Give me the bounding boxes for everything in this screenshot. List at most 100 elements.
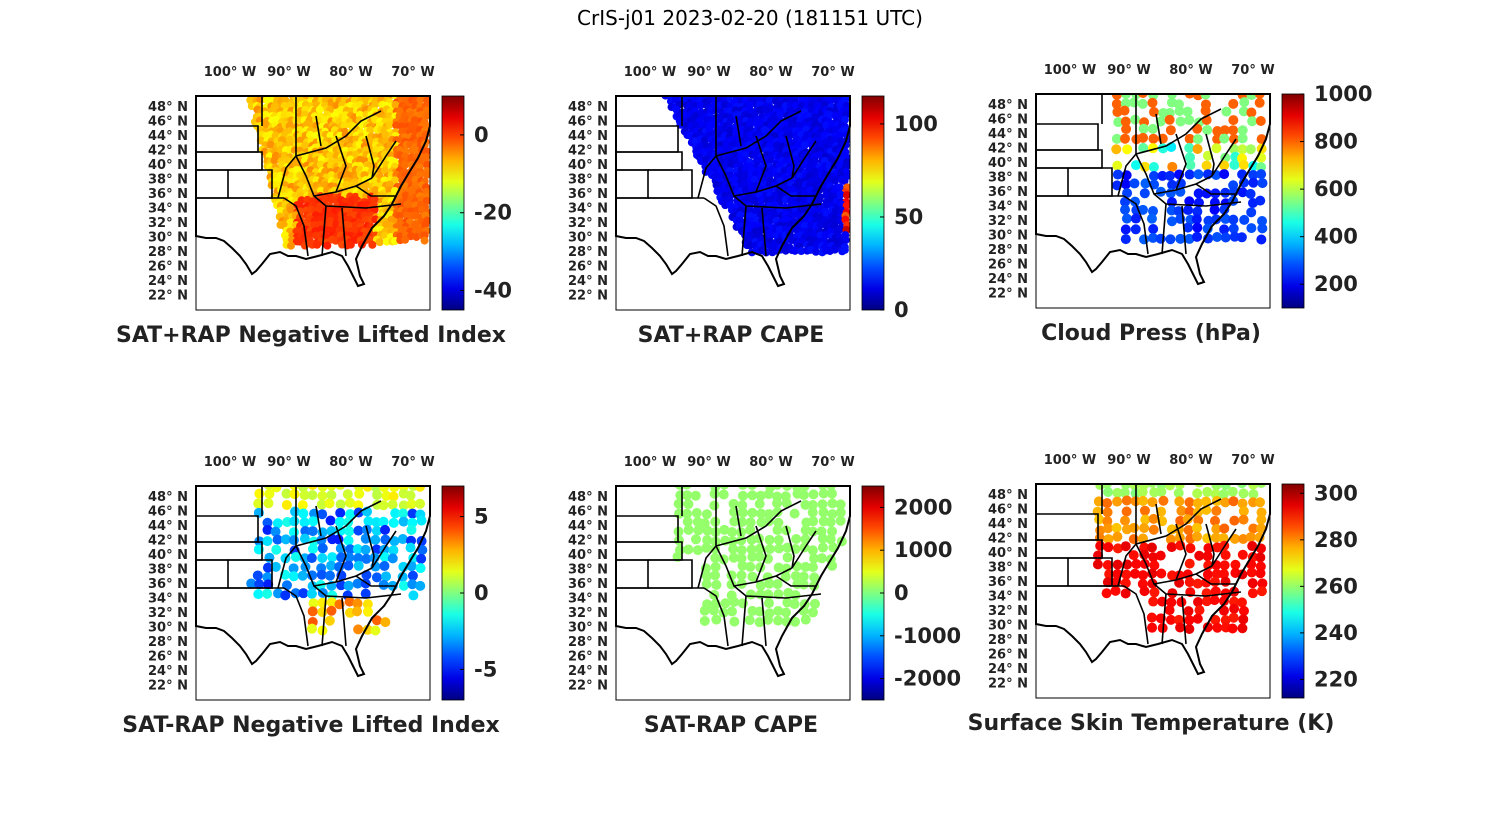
obs-dot <box>741 185 750 194</box>
lon-label: 70° W <box>391 65 434 80</box>
obs-dot <box>1184 615 1195 626</box>
obs-dot <box>379 560 390 571</box>
obs-dot <box>415 580 426 591</box>
obs-dot <box>1238 106 1249 117</box>
colorbar-tick-label: 300 <box>1314 481 1358 505</box>
map-frame <box>1035 483 1271 699</box>
state-border <box>313 567 373 587</box>
obs-dot <box>307 606 318 617</box>
obs-dot <box>1137 204 1148 215</box>
lon-label: 80° W <box>1169 63 1212 78</box>
obs-dot <box>1112 531 1123 542</box>
obs-dot <box>835 225 844 234</box>
colorbar-tick-label: 0 <box>474 581 489 605</box>
obs-dot <box>796 121 805 130</box>
obs-dot <box>806 186 815 195</box>
obs-dot <box>763 598 774 609</box>
obs-dot <box>745 517 756 528</box>
obs-dot <box>1148 133 1159 144</box>
state-border <box>741 595 747 647</box>
state-border <box>335 135 347 193</box>
obs-dot <box>791 533 802 544</box>
colorbar-tick-label: 100 <box>894 112 938 136</box>
obs-dot <box>1140 514 1151 525</box>
obs-dot <box>818 488 829 499</box>
obs-dot <box>1112 496 1123 507</box>
obs-dot <box>1110 585 1121 596</box>
obs-dot <box>1212 622 1223 633</box>
obs-dot <box>785 131 794 140</box>
obs-dot <box>1148 524 1159 535</box>
obs-dot <box>1164 114 1175 125</box>
obs-dot <box>308 598 319 609</box>
state-border <box>775 185 816 197</box>
obs-dot <box>1220 615 1231 626</box>
obs-dot <box>747 507 758 518</box>
obs-dot <box>1174 484 1185 490</box>
lon-label: 90° W <box>687 455 730 470</box>
colorbar-tick-label: 0 <box>894 581 909 605</box>
obs-dot <box>1194 550 1205 561</box>
obs-dot <box>840 245 849 254</box>
obs-dot <box>747 571 758 582</box>
obs-dot <box>766 231 775 240</box>
lon-label: 90° W <box>267 65 310 80</box>
state-border <box>283 587 309 647</box>
obs-dot <box>1139 188 1150 199</box>
state-border <box>321 205 327 257</box>
obs-dot <box>385 180 394 189</box>
obs-dot <box>285 135 294 144</box>
state-border <box>715 155 822 209</box>
colorbar-tick-label: 1000 <box>1314 82 1372 106</box>
lat-label: 24° N <box>988 662 1028 677</box>
obs-dot <box>1218 605 1229 616</box>
state-border <box>1205 133 1215 177</box>
obs-dot <box>1173 206 1184 217</box>
obs-dot <box>1248 497 1259 508</box>
obs-dot <box>1166 542 1177 553</box>
obs-dot <box>1111 522 1122 533</box>
state-border <box>1195 183 1236 195</box>
lat-label: 38° N <box>568 563 608 578</box>
lat-label: 34° N <box>148 202 188 217</box>
lon-label: 70° W <box>391 455 434 470</box>
panel-title: SAT+RAP CAPE <box>638 323 825 348</box>
obs-dot <box>307 486 318 490</box>
obs-dot <box>827 526 838 537</box>
lat-label: 36° N <box>988 575 1028 590</box>
obs-dot <box>1148 232 1159 243</box>
lat-label: 42° N <box>988 532 1028 547</box>
obs-dot <box>299 553 310 564</box>
panel-title: SAT+RAP Negative Lifted Index <box>116 323 506 348</box>
lat-label: 36° N <box>568 577 608 592</box>
obs-dot <box>1167 588 1178 599</box>
state-border <box>1135 543 1242 597</box>
obs-dot <box>317 543 328 554</box>
obs-dot <box>1185 160 1196 171</box>
obs-dot <box>262 524 273 535</box>
lat-label: 46° N <box>988 503 1028 518</box>
obs-dot <box>1120 133 1131 144</box>
obs-dot <box>747 605 758 616</box>
obs-dot <box>1237 125 1248 136</box>
obs-dot <box>1238 506 1249 517</box>
obs-dot <box>1254 532 1265 543</box>
colorbar-tick-label: 260 <box>1314 574 1358 598</box>
obs-dot <box>800 499 811 510</box>
obs-dot <box>1102 559 1113 570</box>
obs-dot <box>773 605 784 616</box>
lat-label: 36° N <box>988 185 1028 200</box>
obs-dot <box>379 552 390 563</box>
obs-dot <box>345 544 356 555</box>
obs-dot <box>345 509 356 520</box>
obs-dot <box>271 115 280 124</box>
obs-dot <box>807 562 818 573</box>
obs-dot <box>290 506 301 517</box>
obs-dot <box>281 488 292 499</box>
lat-label: 48° N <box>568 490 608 505</box>
obs-dot <box>1148 162 1159 173</box>
obs-dot <box>762 614 773 625</box>
obs-dot <box>298 508 309 519</box>
obs-dot <box>798 579 809 590</box>
obs-dot <box>389 486 400 493</box>
